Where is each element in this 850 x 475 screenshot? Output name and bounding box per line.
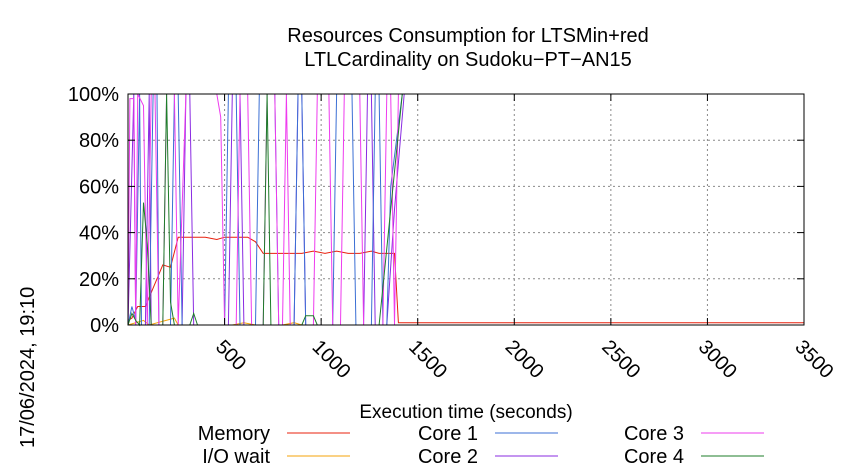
y-tick-label: 80% [79, 130, 119, 152]
y-tick-label: 40% [79, 223, 119, 245]
x-tick-label: 1000 [308, 336, 355, 383]
legend-label-memory: Memory [198, 423, 270, 445]
legend-label-core-3: Core 3 [624, 423, 684, 445]
data-series [127, 93, 804, 327]
x-tick-label: 3500 [790, 336, 837, 383]
x-tick-label: 3000 [694, 336, 741, 383]
plot-frame [127, 93, 805, 326]
y-tick-label: 0% [90, 315, 119, 337]
series-line-i-o-wait [127, 317, 804, 326]
axis-ticks [128, 93, 805, 326]
legend-label-core-1: Core 1 [418, 423, 478, 445]
legend-label-i-o-wait: I/O wait [202, 446, 270, 468]
chart-title-line-2: LTLCardinality on Sudoku−PT−AN15 [304, 49, 632, 71]
y-tick-label: 60% [79, 176, 119, 198]
y-tick-labels: 0% 20% 40% 60% 80% 100% [68, 84, 119, 337]
timestamp-label: 17/06/2024, 19:10 [17, 287, 39, 448]
legend-label-core-2: Core 2 [418, 446, 478, 468]
legend-label-core-4: Core 4 [624, 446, 684, 468]
series-line-core-2 [127, 93, 804, 326]
x-tick-labels: 500 1000 1500 2000 2500 3000 3500 [211, 336, 837, 383]
x-tick-label: 2500 [597, 336, 644, 383]
y-tick-label: 20% [79, 269, 119, 291]
chart-title-line-1: Resources Consumption for LTSMin+red [287, 25, 648, 47]
x-tick-label: 2000 [501, 336, 548, 383]
y-tick-label: 100% [68, 84, 119, 106]
x-tick-label: 500 [211, 336, 250, 375]
x-tick-label: 1500 [404, 336, 451, 383]
x-axis-label: Execution time (seconds) [359, 402, 572, 423]
